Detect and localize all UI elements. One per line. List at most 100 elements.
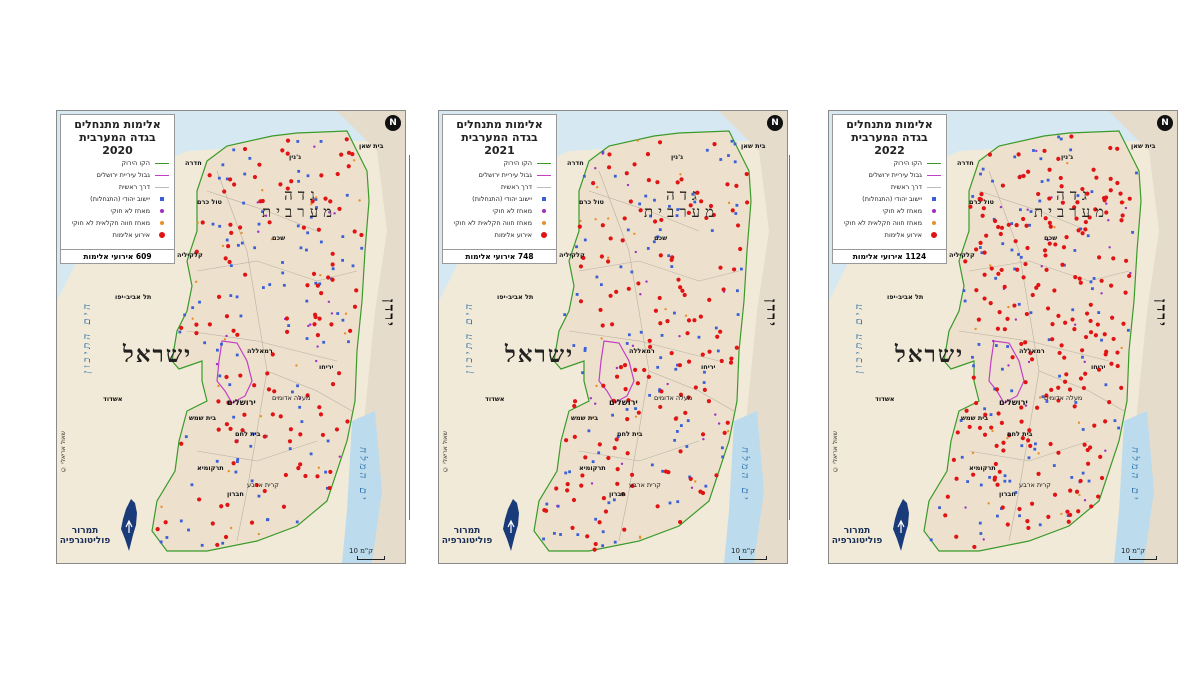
settlement-marker: [1081, 355, 1084, 359]
place-hadera: חדרה: [567, 159, 584, 167]
settlement-marker: [676, 500, 680, 504]
violence-incident-marker: [354, 288, 359, 293]
violence-incident-marker: [611, 398, 616, 403]
violence-incident-marker: [288, 427, 294, 432]
outpost-marker: [1027, 360, 1031, 364]
violence-incident-marker: [732, 267, 737, 272]
settlement-marker: [601, 530, 605, 534]
israel-logo-icon: [893, 499, 909, 551]
violence-incident-marker: [348, 328, 353, 334]
legend-symbol-icon: [542, 197, 546, 201]
violence-incident-marker: [988, 301, 993, 306]
settlement-marker: [1079, 227, 1083, 231]
violence-incident-marker: [658, 321, 663, 326]
violence-incident-marker: [1019, 419, 1024, 424]
settlement-marker: [221, 163, 225, 167]
settlement-marker: [674, 367, 678, 371]
violence-incident-marker: [1082, 442, 1087, 447]
settlement-marker: [300, 420, 304, 424]
violence-incident-marker: [312, 312, 318, 317]
region-israel: ישראל: [505, 341, 575, 368]
violence-incident-marker: [1056, 313, 1061, 319]
violence-incident-marker: [1108, 188, 1113, 193]
violence-incident-marker: [1096, 255, 1102, 260]
violence-incident-marker: [315, 283, 320, 288]
place-tel-aviv: תל אביב-יפו: [497, 293, 534, 301]
outpost-marker: [727, 201, 731, 205]
place-jericho: יריחו: [319, 363, 334, 371]
violence-incident-marker: [626, 286, 631, 291]
violence-incident-marker: [1115, 350, 1120, 355]
legend-rows: הקו הירוק גבול עיריית ירושלים דרך ראשית ייש…: [61, 157, 174, 241]
violence-incident-marker: [995, 326, 1001, 331]
violence-incident-marker: [1107, 400, 1112, 405]
violence-incident-marker: [744, 171, 749, 177]
violence-incident-marker: [599, 254, 605, 259]
settlement-marker: [1017, 253, 1020, 256]
settlement-marker: [297, 179, 300, 183]
outpost-marker: [309, 323, 312, 326]
settlement-marker: [576, 533, 580, 537]
place-tarqumiya: תרקומיא: [579, 464, 606, 472]
settlement-marker: [688, 475, 692, 479]
violence-incident-marker: [606, 455, 611, 461]
legend-year: 2020: [102, 144, 133, 157]
settlement-marker: [1010, 389, 1014, 393]
settlement-marker: [1003, 479, 1007, 483]
violence-incident-marker: [1064, 372, 1069, 377]
violence-incident-marker: [243, 272, 248, 277]
settlement-marker: [591, 460, 595, 464]
violence-incident-marker: [675, 180, 680, 185]
incident-dots: [929, 134, 1138, 550]
violence-incident-marker: [1088, 318, 1093, 324]
legend-item: מאחז חווה חקלאית לא חוקי: [443, 217, 556, 229]
settlement-marker: [347, 340, 350, 344]
settlement-marker: [962, 289, 966, 293]
settlement-marker: [644, 194, 648, 198]
settlement-marker: [1013, 267, 1017, 271]
violence-incident-marker: [967, 424, 972, 430]
settlement-marker: [1104, 383, 1108, 387]
place-hebron: חברון: [227, 490, 244, 498]
map-legend: אלימות מתנחלים בגדה המערבית 2020 הקו היר…: [60, 114, 175, 264]
outpost-marker: [217, 384, 220, 388]
place-ashdod: אשדוד: [875, 395, 895, 403]
violence-incident-marker: [1074, 216, 1079, 221]
violence-incident-marker: [624, 171, 629, 176]
violence-incident-marker: [607, 152, 612, 157]
violence-incident-marker: [1019, 341, 1024, 347]
violence-incident-marker: [1030, 292, 1035, 298]
place-beit-shean: בית שאן: [741, 142, 766, 150]
settlement-marker: [248, 156, 252, 160]
settlement-marker: [235, 353, 239, 357]
settlement-marker: [296, 140, 300, 143]
violence-incident-marker: [1047, 196, 1052, 201]
settlement-marker: [1033, 447, 1037, 451]
settlement-marker: [1003, 474, 1007, 478]
region-west-bank: גדה מערבית: [643, 186, 719, 221]
settlement-marker: [187, 528, 190, 532]
settlement-marker: [661, 469, 665, 473]
settlement-marker: [1117, 426, 1121, 430]
violence-incident-marker: [323, 196, 328, 201]
violence-incident-marker: [745, 200, 750, 205]
outpost-marker: [330, 312, 334, 315]
outpost-marker: [1007, 364, 1010, 367]
violence-incident-marker: [982, 272, 987, 277]
violence-incident-marker: [655, 180, 660, 185]
place-beit-shemesh: בית שמש: [571, 414, 599, 422]
outpost-marker: [1129, 271, 1132, 275]
settlement-marker: [971, 355, 974, 359]
violence-incident-marker: [272, 389, 277, 394]
violence-incident-marker: [285, 138, 291, 143]
settlement-marker: [619, 265, 623, 269]
settlement-marker: [252, 432, 255, 436]
violence-incident-marker: [1025, 519, 1030, 524]
violence-incident-marker: [615, 481, 620, 486]
violence-incident-marker: [1098, 454, 1103, 459]
violence-incident-marker: [725, 182, 730, 187]
map-legend: אלימות מתנחלים בגדה המערבית 2021 הקו היר…: [442, 114, 557, 264]
israel-logo-icon: [121, 499, 137, 551]
violence-incident-marker: [572, 403, 577, 409]
settlement-marker: [979, 532, 983, 535]
